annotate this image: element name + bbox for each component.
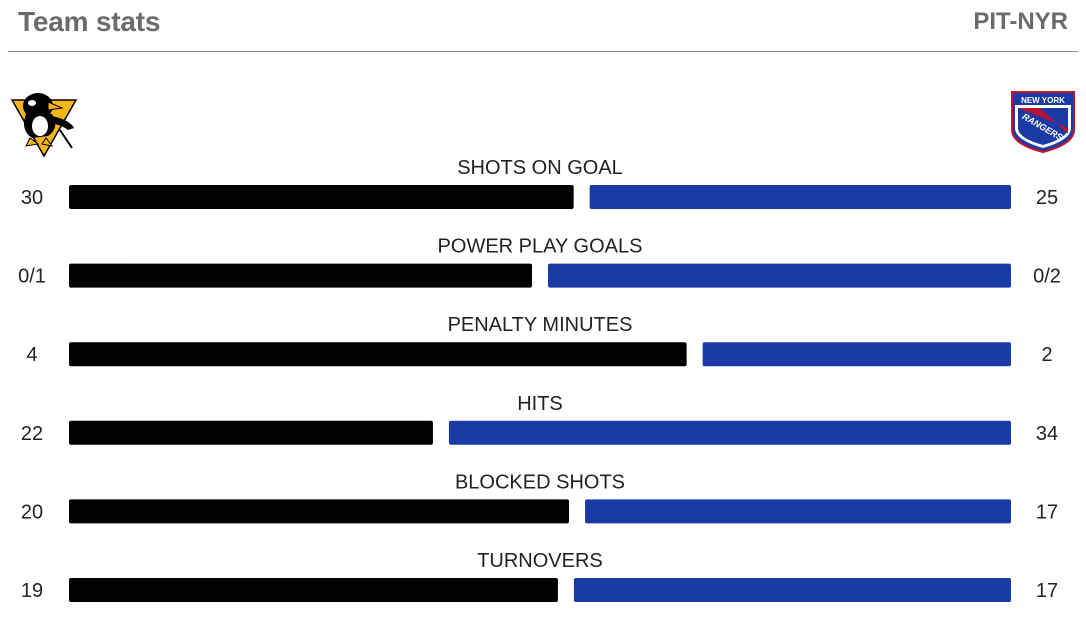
away-bar-power-play-goals (548, 263, 1011, 288)
away-bar-penalty-minutes (702, 342, 1011, 367)
page-title: Team stats (18, 6, 161, 37)
stat-label-penalty-minutes: PENALTY MINUTES (448, 314, 633, 336)
away-bar-shots-on-goal (589, 185, 1011, 209)
away-value-hits: 34 (1036, 423, 1058, 445)
home-bar-blocked-shots (69, 499, 570, 524)
away-bar-turnovers (573, 578, 1011, 602)
away-value-shots-on-goal: 25 (1036, 187, 1058, 209)
stat-label-turnovers: TURNOVERS (477, 550, 603, 572)
away-value-turnovers: 17 (1036, 580, 1058, 602)
home-value-hits: 22 (21, 423, 43, 445)
rangers-logo-text-top: NEW YORK (1021, 96, 1065, 105)
home-value-turnovers: 19 (21, 580, 43, 602)
home-value-penalty-minutes: 4 (26, 344, 37, 366)
away-value-penalty-minutes: 2 (1041, 344, 1052, 366)
away-bar-hits (448, 420, 1012, 445)
home-bar-shots-on-goal (69, 185, 574, 209)
away-bar-blocked-shots (585, 499, 1011, 524)
stat-label-power-play-goals: POWER PLAY GOALS (438, 236, 643, 258)
stat-label-blocked-shots: BLOCKED SHOTS (455, 471, 625, 493)
home-value-power-play-goals: 0/1 (18, 266, 46, 288)
away-value-blocked-shots: 17 (1036, 501, 1058, 523)
home-bar-turnovers (69, 578, 558, 602)
stat-label-shots-on-goal: SHOTS ON GOAL (457, 157, 623, 179)
home-value-blocked-shots: 20 (21, 501, 43, 523)
matchup-label: PIT-NYR (973, 8, 1068, 35)
new-york-rangers-logo-icon: NEW YORK RANGERS (1011, 91, 1075, 154)
pittsburgh-penguins-logo-icon (10, 93, 78, 158)
header: Team stats PIT-NYR (8, 0, 1078, 52)
home-bar-penalty-minutes (69, 342, 687, 367)
home-bar-power-play-goals (69, 263, 532, 288)
away-value-power-play-goals: 0/2 (1033, 266, 1061, 288)
stat-label-hits: HITS (517, 393, 563, 415)
home-value-shots-on-goal: 30 (21, 187, 43, 209)
home-bar-hits (69, 420, 433, 445)
